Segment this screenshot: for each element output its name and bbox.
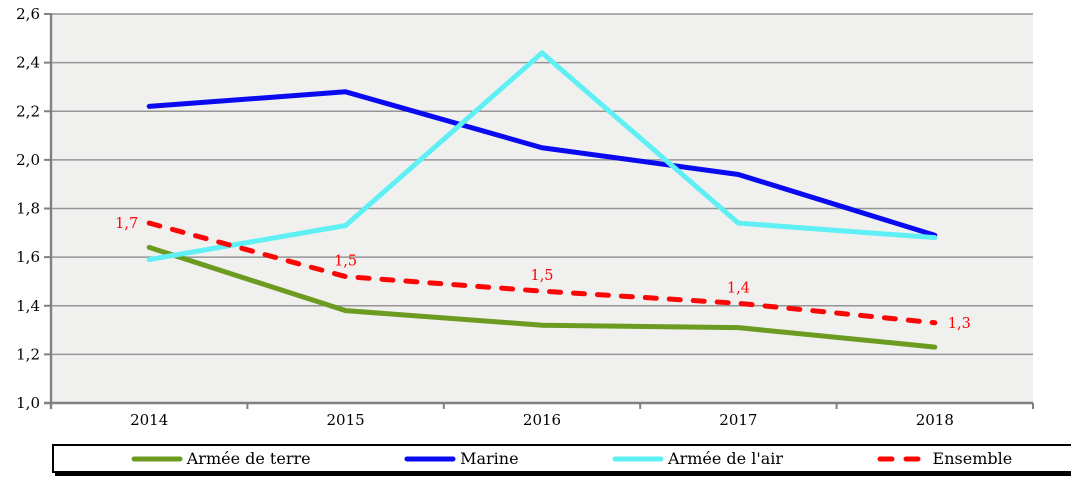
x-tick-label: 2014 [130, 411, 168, 429]
legend-label-armee-de-terre: Armée de terre [186, 449, 311, 468]
chart-legend: Armée de terre Marine Armée de l'air Ens… [52, 444, 1071, 473]
y-tick-label: 2,2 [16, 102, 40, 120]
y-tick-label: 1,4 [16, 297, 40, 315]
y-tick-label: 2,6 [16, 5, 40, 23]
series-line-Armée de l'air [146, 50, 938, 263]
armee-de-l-air-line-marker [612, 456, 664, 461]
x-tick-label: 2018 [916, 411, 954, 429]
x-tick-label: 2015 [327, 411, 365, 429]
legend-item-marine: Marine [404, 449, 519, 468]
data-label: 1,7 [115, 216, 138, 232]
line-chart-canvas: 2,6 2,4 2,2 2,0 1,8 1,6 1,4 1,2 1,0 2014 2015 2016 2… [16, 5, 1034, 429]
y-tick-label: 1,0 [16, 394, 40, 412]
x-tick-label: 2016 [523, 411, 561, 429]
data-label: 1,3 [948, 316, 971, 332]
y-tick-label: 2,4 [16, 54, 40, 72]
series-line-Armée de terre [146, 244, 938, 350]
legend-item-ensemble: Ensemble [877, 449, 1013, 468]
legend-label-ensemble: Ensemble [932, 449, 1013, 468]
legend-item-armee-de-terre: Armée de terre [131, 449, 311, 468]
data-label: 1,5 [530, 268, 553, 284]
ensemble-dashed-line-marker [877, 456, 929, 461]
legend-label-armee-de-l-air: Armée de l'air [668, 449, 784, 468]
x-tick-label: 2017 [719, 411, 757, 429]
legend-label-marine: Marine [460, 449, 519, 468]
legend-item-armee-de-l-air: Armée de l'air [612, 449, 783, 468]
series-line-Marine [146, 89, 938, 238]
y-tick-label: 1,2 [16, 345, 40, 363]
y-tick-label: 1,8 [16, 200, 40, 218]
armee-de-terre-line-marker [131, 456, 183, 461]
y-tick-label: 1,6 [16, 248, 40, 266]
data-label: 1,4 [727, 280, 750, 296]
y-tick-label: 2,0 [16, 151, 40, 169]
data-label: 1,5 [334, 254, 357, 270]
marine-line-marker [404, 456, 456, 461]
